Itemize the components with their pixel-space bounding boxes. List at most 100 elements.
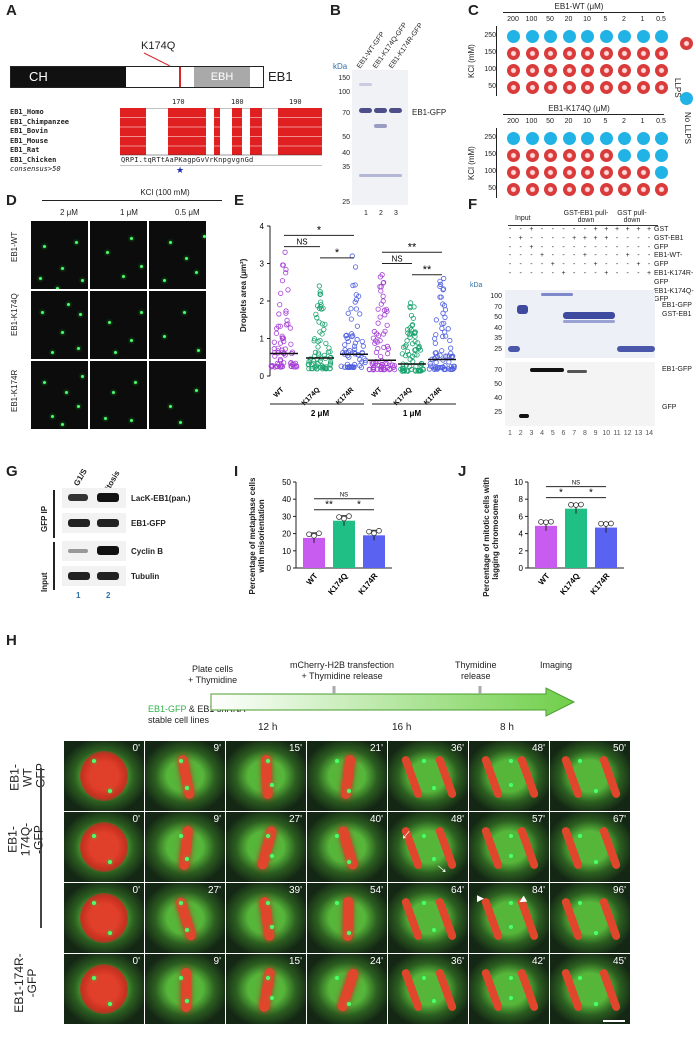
f-sign: - (551, 226, 554, 233)
h-spindle-pole (509, 925, 513, 929)
panel-label-f: F (468, 196, 478, 213)
e-data-point (353, 292, 359, 298)
h-spindle-pole (266, 976, 270, 980)
d-droplet (67, 303, 70, 306)
e-data-point (283, 308, 289, 314)
h-spindle-pole (335, 901, 339, 905)
h-chromatid-set (400, 896, 424, 942)
h-spindle-pole (179, 759, 183, 763)
ch-domain: CH (11, 67, 126, 87)
h-timestamp: 45' (612, 956, 626, 967)
h-spindle-pole (335, 834, 339, 838)
c-llps-dot (599, 47, 613, 60)
e-group-2um: 2 μM (311, 409, 330, 418)
h-timestamp: 54' (369, 885, 383, 896)
d-droplet (130, 419, 133, 422)
f-gel-top (505, 290, 655, 358)
f-sign: - (508, 226, 512, 233)
h-duration-8: 8 h (500, 722, 514, 733)
c-llps-dot (618, 183, 631, 196)
e-data-point (372, 338, 379, 344)
species-rat: EB1_Rat (10, 146, 40, 154)
f-lane-numbers: 1 2 3 4 5 6 7 8 9 10 11 12 13 14 (505, 430, 655, 440)
e-data-point (280, 349, 286, 356)
d-micrograph (30, 360, 89, 430)
j-y-tick-label: 10 (514, 478, 523, 487)
j-replicate-point (578, 501, 584, 508)
d-conc-05: 0.5 μM (175, 208, 200, 217)
c-conc-label: 100 (525, 16, 538, 23)
e-data-point (315, 344, 321, 350)
h-spindle-pole (422, 759, 426, 763)
e-x-tick-label: WT (371, 386, 384, 399)
c-kcl-label-k174q: KCl (mM) (467, 146, 476, 180)
e-data-point (342, 342, 348, 348)
d-micrograph (89, 220, 148, 290)
d-droplet (65, 391, 68, 394)
f-header-rule (508, 225, 658, 226)
f-sign: - (605, 243, 608, 251)
e-data-point (411, 304, 417, 310)
d-micrograph (89, 290, 148, 360)
mutation-pointer (143, 52, 171, 67)
f-gel-bottom (505, 362, 655, 426)
i-replicate-point (311, 533, 317, 539)
d-micrograph (148, 220, 207, 290)
c-llps-dot (562, 47, 576, 60)
h-chromatid-set (480, 967, 504, 1013)
c-llps-dot (525, 64, 539, 77)
e-data-point (345, 310, 351, 316)
f-sign: + (625, 252, 630, 260)
f-sign: - (647, 261, 651, 269)
e-data-point (354, 323, 360, 329)
f-sign: - (530, 252, 533, 260)
d-row-wt: EB1-WT (10, 231, 19, 262)
e-data-point (281, 360, 287, 366)
f-sign: - (647, 234, 651, 242)
h-live-cell-frame: 48' (469, 741, 549, 811)
f-row-k174r-gfp: EB1-K174R-GFP (654, 269, 694, 286)
h-duration-16: 16 h (392, 722, 412, 733)
f-sign: - (562, 234, 565, 242)
e-data-point (374, 331, 380, 337)
c-nollps-dot (525, 30, 539, 43)
f-sign: + (604, 270, 609, 277)
h-timestamp: 40' (369, 814, 383, 825)
h-timestamp: 48' (450, 814, 464, 825)
f-lane-number: 13 (634, 430, 643, 437)
e-significance-label: ** (408, 241, 417, 253)
h-chromatin (80, 751, 128, 801)
i-replicate-point (336, 514, 342, 520)
g-group-gfp-ip: GFP IP (40, 505, 49, 532)
h-timestamp: 9' (213, 743, 221, 754)
e-data-point (348, 316, 354, 322)
coomassie-gel (352, 70, 408, 205)
e-data-point (381, 344, 387, 350)
protein-name: EB1 (268, 69, 293, 84)
h-spindle-pole (594, 1002, 598, 1006)
e-data-point (412, 330, 418, 336)
h-chromatid-set (598, 967, 622, 1013)
ruler-190: 190 (289, 98, 302, 106)
h-spindle-pole (185, 999, 189, 1003)
e-data-point (441, 320, 447, 326)
h-live-cell-frame: 27' (226, 812, 306, 882)
e-data-point (292, 360, 299, 366)
f-sign: + (593, 234, 598, 242)
d-micrograph (148, 290, 207, 360)
i-significance-label: NS (340, 493, 348, 499)
e-data-point (439, 348, 445, 354)
f-sign: - (519, 243, 522, 251)
c-llps-dot (507, 64, 520, 77)
h-spindle-pole (594, 860, 598, 864)
e-data-point (443, 333, 449, 339)
f-sign: - (551, 252, 554, 260)
h-spindle-pole (185, 786, 189, 790)
d-droplet (122, 275, 125, 278)
d-scale-bar (196, 429, 230, 431)
f-sign: - (573, 243, 576, 251)
e-data-point (440, 286, 447, 292)
f-row-gst: GST (654, 226, 669, 233)
e-data-point (317, 289, 323, 295)
e-data-point (377, 284, 383, 290)
